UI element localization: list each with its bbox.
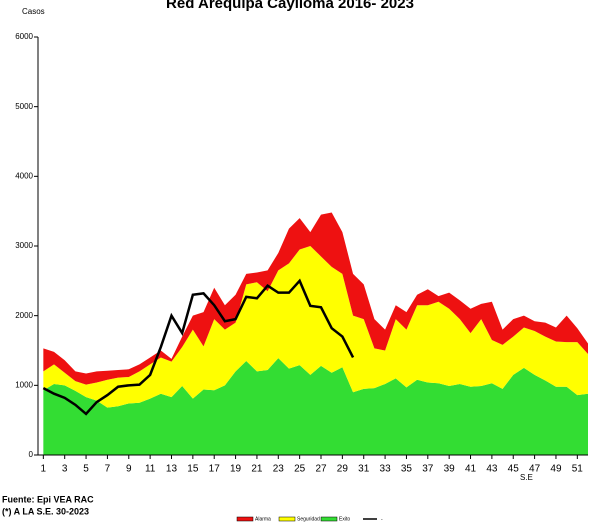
x-tick-label: 33: [380, 464, 392, 475]
x-tick-label: 49: [550, 464, 562, 475]
x-tick-label: 5: [83, 464, 89, 475]
source-note: Fuente: Epi VEA RAC: [2, 494, 94, 504]
x-tick-label: 31: [358, 464, 370, 475]
y-tick-label: 1000: [15, 380, 33, 389]
x-tick-label: 13: [166, 464, 178, 475]
x-tick-label: 11: [145, 464, 156, 475]
legend-swatch: [236, 516, 254, 522]
x-tick-label: 17: [209, 464, 221, 475]
legend-label: Seguridad: [297, 516, 320, 522]
y-tick-label: 6000: [15, 32, 33, 41]
x-tick-label: 29: [337, 464, 349, 475]
x-tick-label: 43: [486, 464, 498, 475]
x-tick-label: 37: [422, 464, 434, 475]
x-tick-label: 47: [529, 464, 541, 475]
x-tick-label: 9: [126, 464, 132, 475]
y-axis-label: Casos: [22, 7, 45, 16]
legend-label: -: [381, 516, 383, 522]
y-tick-label: 2000: [15, 311, 33, 320]
x-tick-label: 39: [444, 464, 456, 475]
y-tick-label: 5000: [15, 102, 33, 111]
legend-swatch: [278, 516, 296, 522]
area-1: [43, 246, 589, 408]
chart-title: Red Arequipa Caylloma 2016- 2023: [166, 0, 414, 12]
legend-swatch: [320, 516, 338, 522]
x-tick-label: 7: [105, 464, 111, 475]
y-tick-label: 3000: [15, 241, 33, 250]
x-tick-label: 51: [572, 464, 584, 475]
x-tick-label: 23: [273, 464, 285, 475]
x-tick-label: 3: [62, 464, 68, 475]
legend-label: Exito: [339, 516, 350, 522]
area-0: [43, 358, 589, 455]
cutoff-note: (*) A LA S.E. 30-2023: [2, 506, 89, 516]
x-tick-label: 25: [294, 464, 306, 475]
area-2: [43, 212, 589, 385]
legend-label: Alarma: [255, 516, 271, 522]
line-2023: [42, 278, 355, 416]
x-tick-label: 19: [230, 464, 242, 475]
x-tick-label: 35: [401, 464, 413, 475]
x-tick-label: 41: [465, 464, 477, 475]
x-tick-label: 45: [508, 464, 520, 475]
y-tick-label: 0: [29, 450, 34, 459]
x-tick-label: 15: [187, 464, 199, 475]
x-tick-label: 1: [41, 464, 47, 475]
y-tick-label: 4000: [15, 171, 33, 180]
x-tick-label: 27: [315, 464, 327, 475]
x-tick-label: 21: [251, 464, 263, 475]
x-axis-label: S.E: [520, 473, 533, 482]
